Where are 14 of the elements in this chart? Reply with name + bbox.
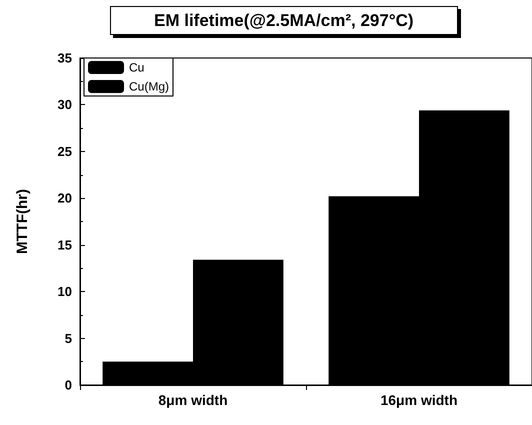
y-tick-label: 5 xyxy=(64,330,72,346)
y-tick-label: 25 xyxy=(58,144,72,159)
y-tick-label: 10 xyxy=(58,284,72,300)
y-tick-label: 30 xyxy=(58,97,72,112)
x-tick-label: 16μm width xyxy=(380,392,458,408)
y-tick-label: 0 xyxy=(64,378,72,392)
x-tick-label: 8μm width xyxy=(158,392,228,408)
y-axis-title: MTTF(hr) xyxy=(14,189,31,254)
y-tick-label: 35 xyxy=(58,50,72,66)
y-tick-label: 15 xyxy=(58,237,72,252)
chart-title: EM lifetime(@2.5MA/cm², 297°C) xyxy=(154,11,414,30)
legend-label: Cu xyxy=(129,60,144,74)
y-tick-label: 20 xyxy=(58,190,72,206)
legend-label: Cu(Mg) xyxy=(129,80,170,94)
